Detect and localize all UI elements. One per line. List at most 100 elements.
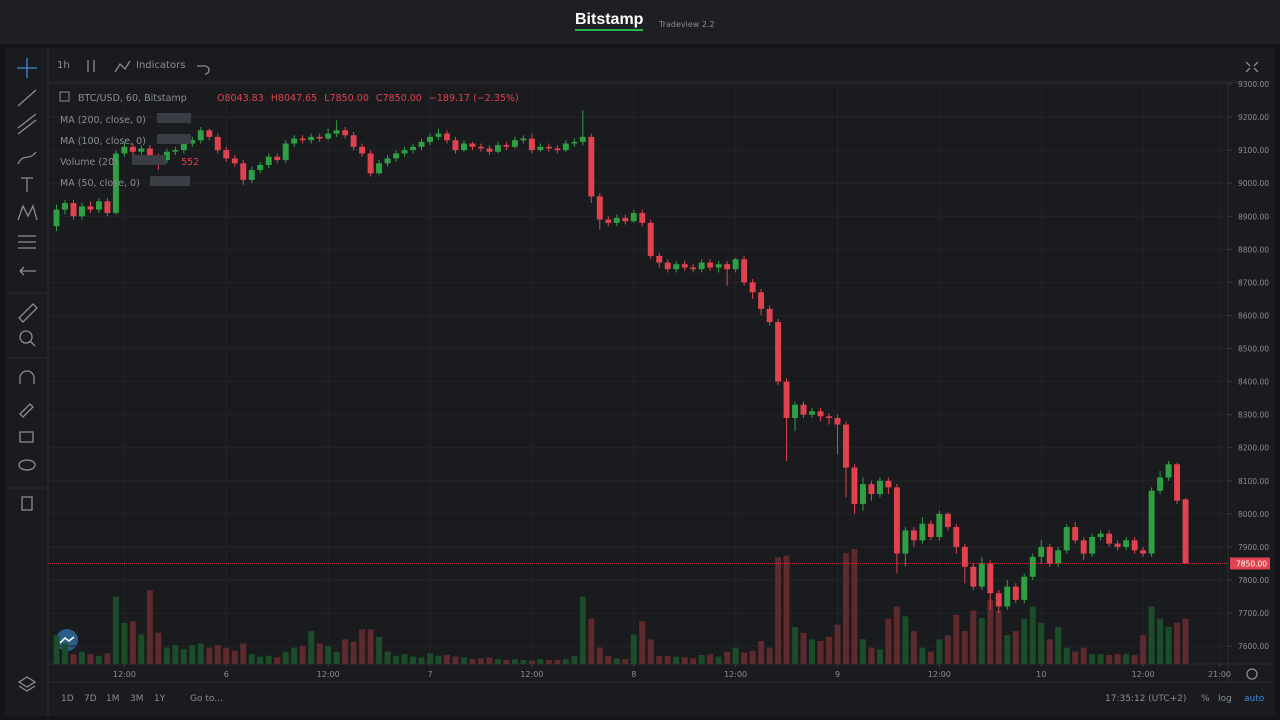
- candle-body: [944, 513, 951, 528]
- candle-body: [401, 150, 408, 154]
- candle-body: [834, 417, 841, 425]
- volume-bar: [155, 632, 162, 664]
- y-tick-label: 9100.00: [1238, 146, 1269, 155]
- candle-body: [885, 480, 892, 488]
- candle-body: [698, 262, 705, 270]
- candle-body: [826, 416, 832, 418]
- volume-bar: [639, 621, 646, 664]
- candle-body: [1072, 527, 1079, 541]
- interval[interactable]: 1h: [57, 60, 70, 71]
- indicator[interactable]: MA (100, close, 0): [60, 136, 146, 147]
- candle-body: [1182, 499, 1189, 564]
- candle-body: [647, 222, 654, 256]
- candle-body: [333, 130, 340, 134]
- volume-bar: [1165, 627, 1172, 664]
- candle-body: [817, 411, 824, 417]
- volume-bar: [70, 654, 77, 664]
- volume-bar: [715, 656, 722, 664]
- volume-bar: [758, 641, 765, 664]
- candle-body: [919, 523, 926, 541]
- candle-body: [248, 169, 255, 180]
- symbol[interactable]: BTC/USD, 60, Bitstamp: [78, 93, 187, 104]
- range-button[interactable]: 7D: [84, 694, 97, 704]
- volume-bar: [231, 650, 238, 664]
- volume-bar: [427, 653, 433, 664]
- indicator-buttons[interactable]: [132, 113, 191, 186]
- candle-body: [537, 146, 544, 151]
- volume-bar: [223, 647, 230, 664]
- candle-body: [1063, 527, 1070, 551]
- y-tick-label: 8100.00: [1238, 477, 1269, 486]
- indicator[interactable]: MA (200, close, 0): [60, 115, 146, 126]
- volume-bar: [62, 643, 68, 664]
- drawing-tools[interactable]: [17, 58, 1259, 692]
- candle-body: [639, 212, 646, 223]
- candle-body: [461, 143, 467, 151]
- indicator[interactable]: MA (50, close, 0): [60, 178, 140, 189]
- candle-body: [910, 530, 917, 541]
- volume-bar: [826, 636, 832, 664]
- volume-bar: [571, 655, 578, 664]
- volume-bar: [834, 624, 841, 664]
- candle-body: [520, 138, 527, 141]
- volume-bar: [121, 622, 128, 664]
- candle-body: [350, 135, 357, 147]
- candle-body: [1140, 550, 1147, 554]
- volume-bar: [859, 639, 866, 664]
- volume-bar: [163, 647, 170, 664]
- log-toggle[interactable]: log: [1218, 694, 1232, 704]
- indicators-button[interactable]: Indicators: [136, 60, 186, 71]
- candle-body: [1038, 546, 1045, 557]
- candle-body: [1165, 464, 1172, 478]
- range-button[interactable]: 3M: [130, 694, 144, 704]
- volume-bar: [316, 643, 323, 664]
- range-button[interactable]: 1D: [61, 694, 74, 704]
- close: 7850.00: [383, 93, 422, 104]
- range-button[interactable]: 1M: [106, 694, 120, 704]
- candle-body: [1174, 464, 1181, 501]
- volume-bar: [129, 621, 136, 664]
- volume-bar: [647, 639, 654, 664]
- volume-layer: [53, 549, 1189, 664]
- candle-body: [749, 282, 756, 293]
- volume-bar: [503, 659, 510, 664]
- y-tick-label: 8700.00: [1238, 278, 1269, 287]
- goto-button[interactable]: Go to...: [190, 694, 223, 704]
- last-price-tag: [1230, 557, 1270, 570]
- range-button[interactable]: 1Y: [154, 694, 166, 704]
- volume-bar: [630, 634, 637, 664]
- candle-body: [78, 206, 85, 217]
- candle-body: [1029, 556, 1036, 577]
- y-tick-label: 7900.00: [1238, 543, 1269, 552]
- candle-body: [724, 264, 731, 270]
- y-tick-label: 7700.00: [1238, 609, 1269, 618]
- auto-toggle[interactable]: auto: [1244, 694, 1265, 704]
- x-tick-label: 21:00: [1208, 670, 1231, 679]
- candle-body: [588, 136, 595, 197]
- volume-bar: [112, 596, 119, 664]
- indicator[interactable]: Volume (20): [60, 157, 118, 168]
- volume-bar: [919, 647, 926, 664]
- candle-body: [859, 484, 866, 504]
- volume-bar: [1131, 654, 1138, 664]
- candle-body: [291, 138, 298, 144]
- candle-body: [613, 217, 620, 223]
- candle-body: [758, 292, 765, 309]
- candle-body: [494, 145, 501, 152]
- volume-bar: [545, 659, 552, 664]
- y-tick-label: 8000.00: [1238, 510, 1269, 519]
- volume-reading: 552: [181, 157, 199, 168]
- candle-body: [53, 209, 60, 227]
- version: Tradeview 2.2: [659, 20, 715, 29]
- percent-toggle[interactable]: %: [1201, 694, 1210, 704]
- x-tick-label: 6: [224, 670, 229, 679]
- brand[interactable]: Bitstamp: [575, 11, 644, 31]
- volume-bar: [435, 655, 442, 664]
- volume-bar: [248, 654, 255, 664]
- candle-body: [384, 158, 391, 164]
- y-tick-label: 8800.00: [1238, 245, 1269, 254]
- y-tick-label: 8900.00: [1238, 212, 1269, 221]
- volume-bar: [893, 606, 900, 664]
- volume-bar: [995, 610, 1002, 664]
- volume-bar: [299, 645, 306, 664]
